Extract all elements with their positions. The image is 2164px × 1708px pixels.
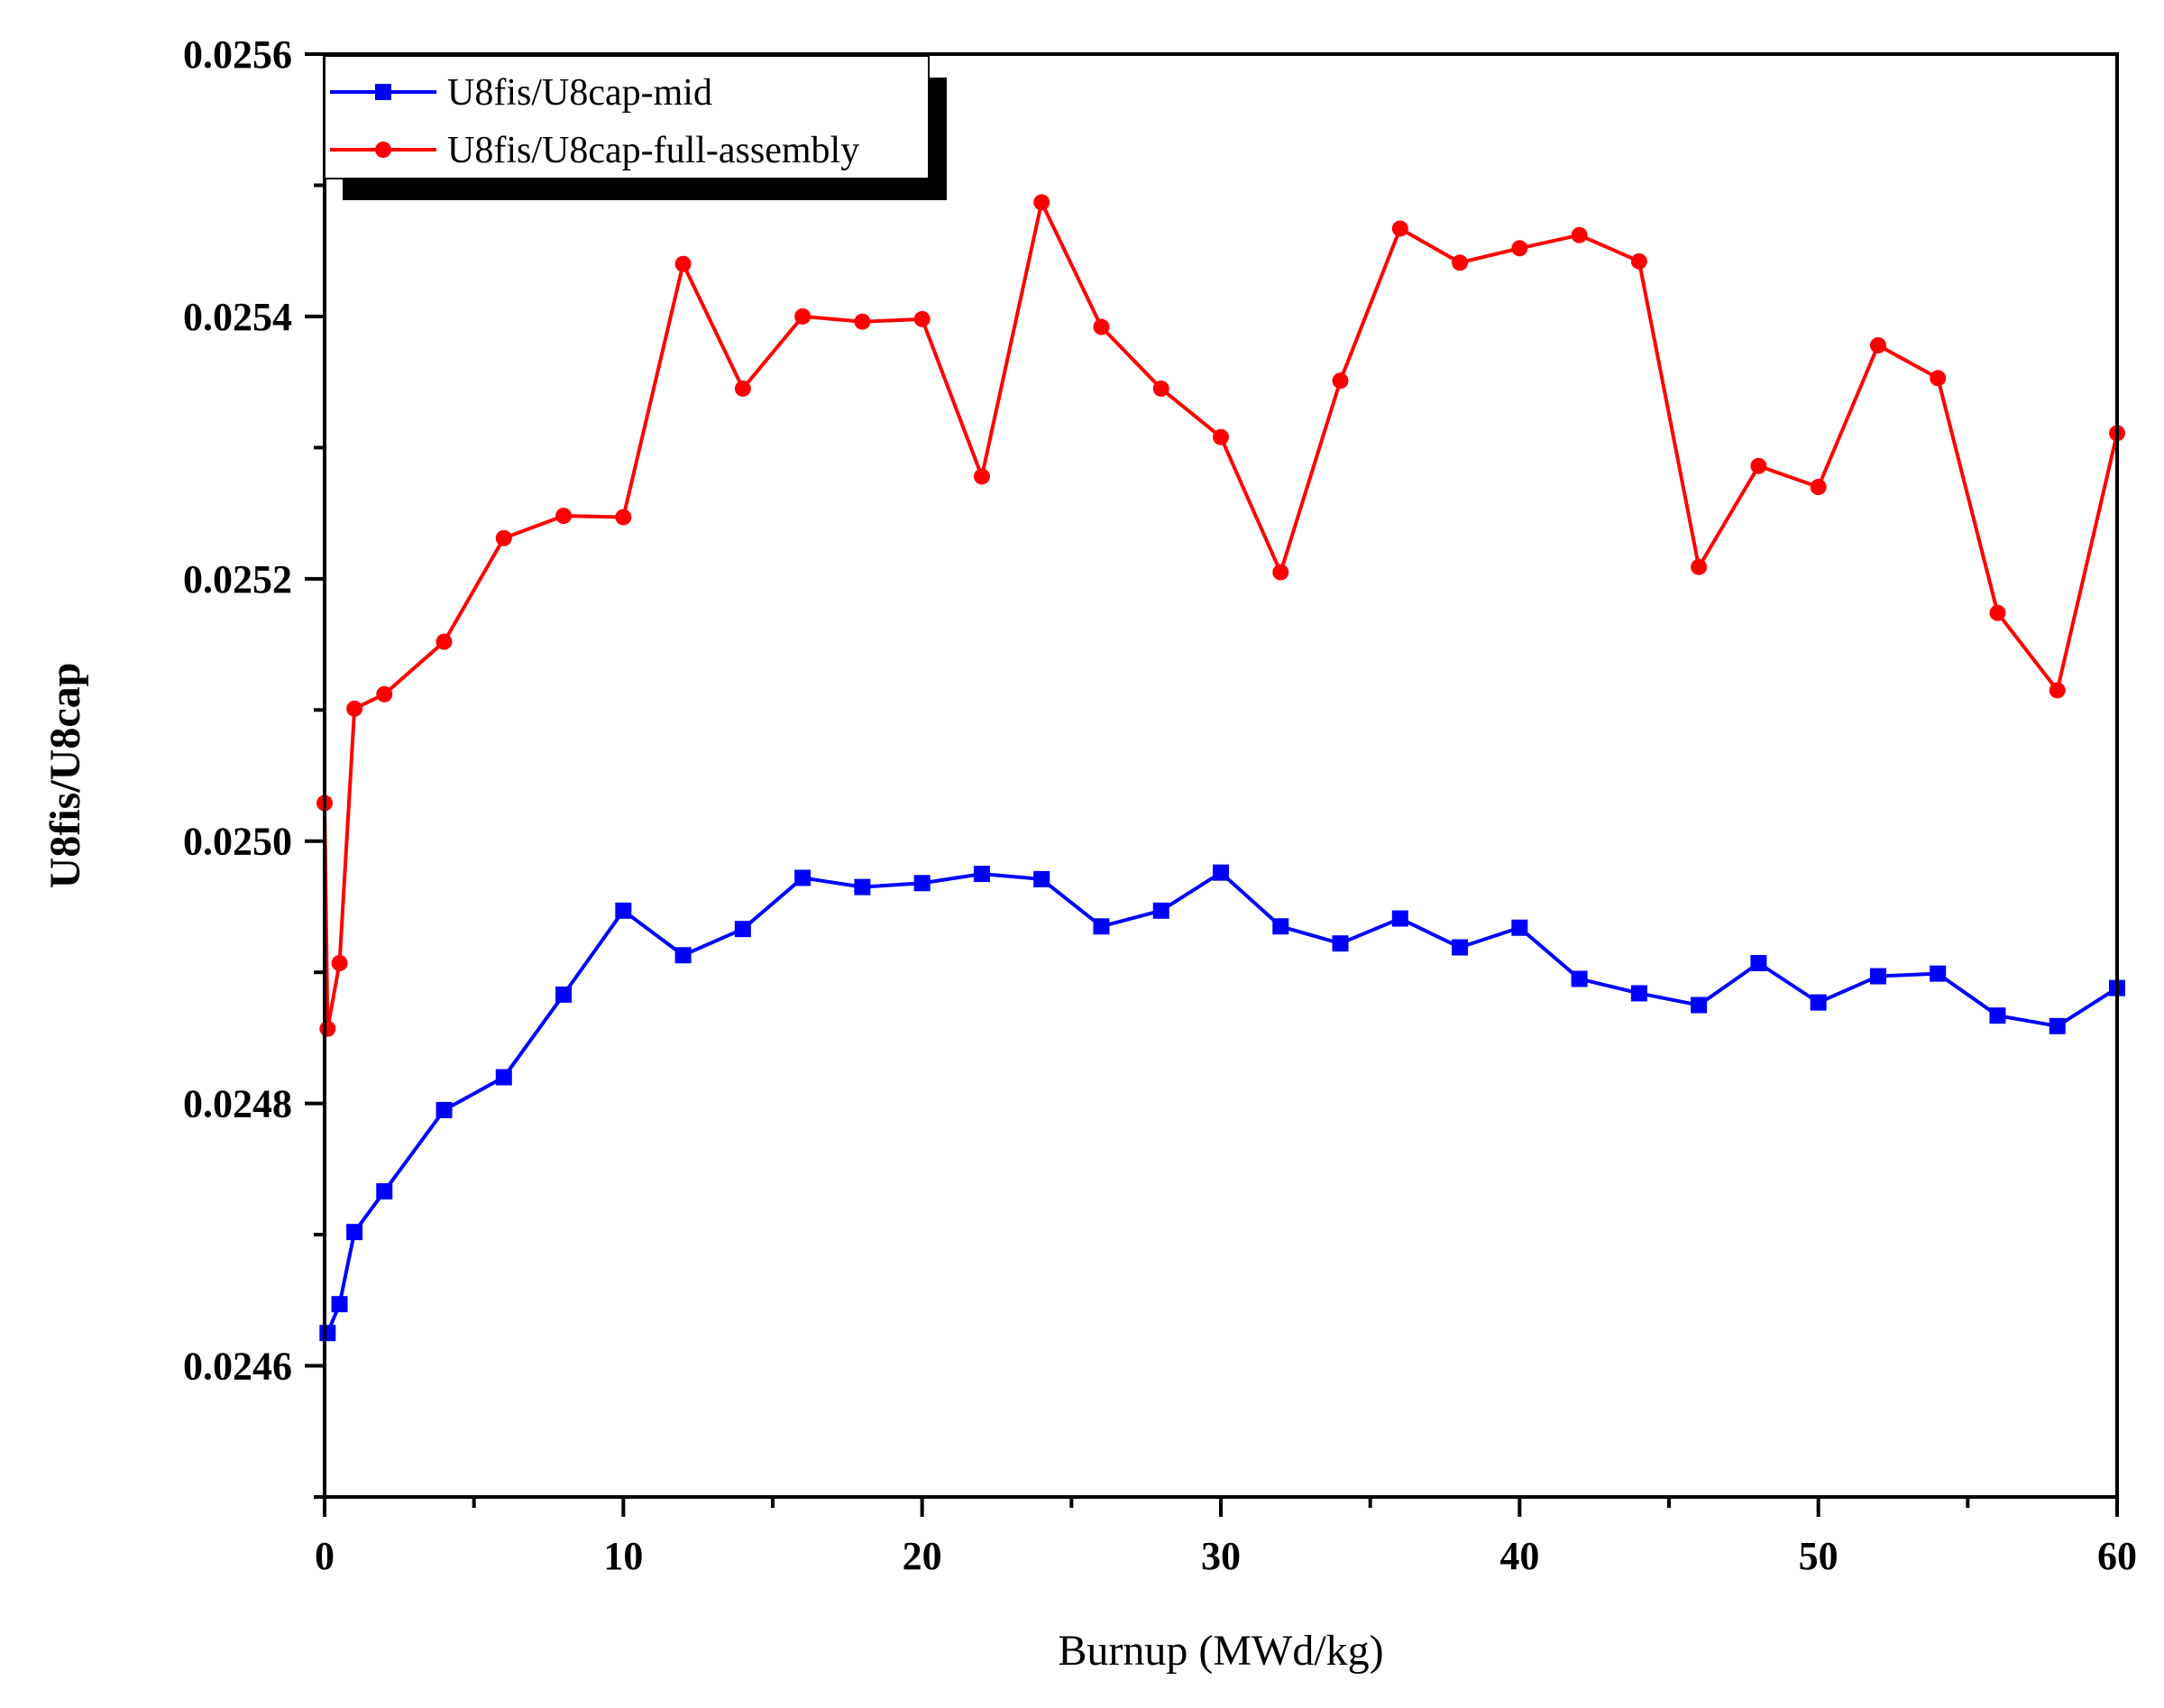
data-point	[1750, 457, 1767, 474]
data-point	[1033, 870, 1050, 887]
data-point	[495, 529, 512, 546]
data-point	[555, 986, 573, 1003]
legend-marker	[375, 84, 391, 100]
data-point	[1691, 996, 1708, 1014]
data-point	[1869, 336, 1886, 354]
x-tick-label: 30	[1201, 1534, 1241, 1578]
data-point	[1152, 380, 1169, 397]
data-point	[913, 310, 931, 327]
legend-label: U8fis/U8cap-mid	[447, 72, 712, 114]
data-point	[1033, 194, 1050, 211]
data-point	[495, 1069, 512, 1086]
data-point	[615, 902, 632, 919]
x-tick-label: 60	[2097, 1534, 2137, 1578]
data-point	[1511, 240, 1528, 257]
data-point	[1750, 955, 1767, 971]
x-axis-title: Burnup (MWd/kg)	[1058, 1627, 1383, 1675]
data-point	[1869, 968, 1886, 985]
data-point	[1093, 318, 1110, 335]
legend-box	[324, 55, 930, 179]
data-point	[1391, 910, 1408, 927]
data-point	[1332, 935, 1349, 952]
data-point	[555, 508, 573, 524]
x-tick-label: 40	[1499, 1534, 1539, 1578]
data-point	[854, 313, 871, 330]
data-point	[1989, 604, 2006, 621]
legend-marker	[375, 142, 391, 158]
x-tick-label: 0	[315, 1534, 335, 1578]
data-point	[1810, 994, 1827, 1011]
x-tick-label: 50	[1799, 1534, 1838, 1578]
x-tick-label: 10	[603, 1534, 643, 1578]
data-point	[436, 1101, 453, 1118]
data-point	[1691, 558, 1708, 575]
data-point	[674, 255, 692, 272]
x-axis: 0 10 20 30 40 50 60	[315, 1497, 2137, 1578]
data-point	[973, 468, 990, 485]
data-point	[1989, 1007, 2006, 1024]
data-point	[615, 509, 632, 526]
data-point	[1810, 479, 1827, 495]
data-point	[1930, 370, 1947, 387]
data-point	[346, 700, 363, 717]
data-point	[1213, 864, 1229, 881]
data-point	[794, 869, 812, 886]
data-point	[1093, 918, 1110, 935]
data-point	[436, 633, 453, 650]
legend-label: U8fis/U8cap-full-assembly	[447, 130, 859, 171]
data-point	[1452, 939, 1469, 956]
data-point	[734, 380, 751, 397]
data-point	[376, 1183, 393, 1200]
x-tick-label: 20	[903, 1534, 942, 1578]
data-point	[913, 875, 931, 892]
data-point	[794, 308, 812, 325]
data-point	[1630, 253, 1647, 270]
data-point	[346, 1224, 363, 1241]
data-point	[734, 921, 751, 938]
data-point	[319, 1020, 336, 1037]
data-point	[1391, 220, 1408, 237]
series-line	[323, 200, 2119, 1031]
y-tick-label: 0.0256	[183, 32, 292, 77]
data-point	[1930, 965, 1947, 982]
legend: U8fis/U8cap-mid U8fis/U8cap-full-assembly	[324, 55, 947, 200]
data-point	[1272, 918, 1289, 935]
data-point	[1213, 428, 1229, 445]
data-point	[1630, 985, 1647, 1002]
data-point	[1571, 970, 1588, 987]
data-point	[331, 1296, 348, 1313]
y-tick-label: 0.0252	[183, 557, 292, 601]
data-point	[854, 878, 871, 895]
data-point	[376, 685, 393, 702]
y-axis-title: U8fis/U8cap	[41, 663, 89, 889]
data-point	[2049, 682, 2066, 699]
y-tick-label: 0.0254	[183, 295, 292, 339]
data-point	[319, 1325, 336, 1342]
data-point	[1452, 254, 1469, 271]
legend-items: U8fis/U8cap-mid U8fis/U8cap-full-assembly	[330, 72, 859, 171]
data-point	[1332, 372, 1349, 390]
y-tick-label: 0.0250	[183, 820, 292, 864]
legend-item-2: U8fis/U8cap-full-assembly	[330, 130, 859, 171]
data-point	[1272, 564, 1289, 581]
legend-item-1: U8fis/U8cap-mid	[330, 72, 712, 114]
data-point	[1571, 226, 1588, 243]
data-point	[674, 947, 692, 964]
data-point	[331, 955, 348, 971]
series-layer	[316, 194, 2125, 1342]
y-axis: 0.0246 0.0248 0.0250 0.0252 0.0254 0.0256	[183, 32, 325, 1499]
y-tick-label: 0.0246	[183, 1345, 292, 1389]
data-point	[2049, 1017, 2066, 1034]
data-point	[973, 866, 990, 883]
data-point	[1511, 919, 1528, 936]
data-point	[1152, 902, 1169, 919]
y-tick-label: 0.0248	[183, 1082, 292, 1126]
